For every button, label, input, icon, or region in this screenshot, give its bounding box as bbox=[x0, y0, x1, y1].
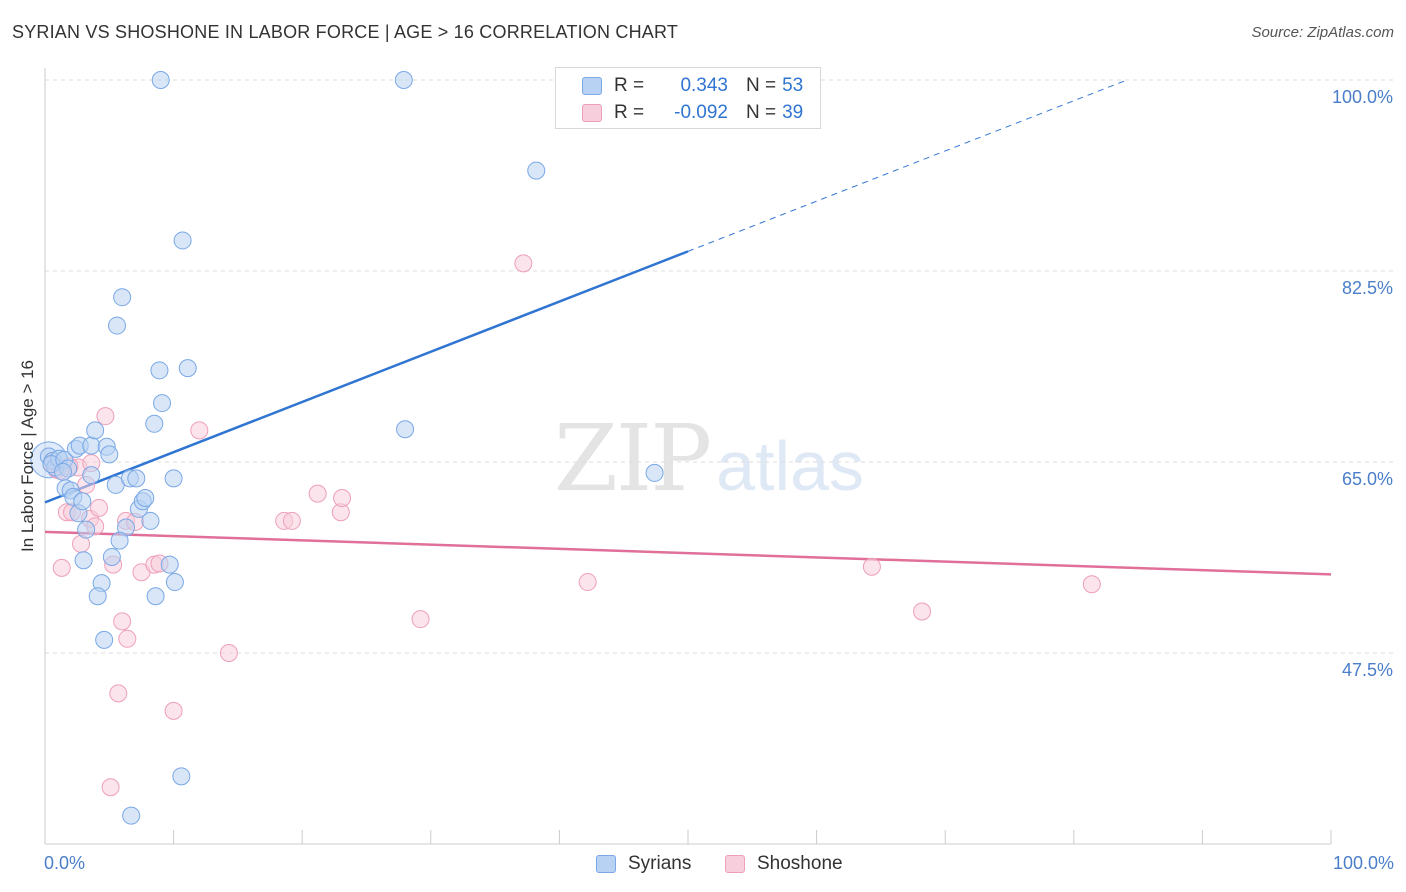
syrians-swatch bbox=[596, 855, 616, 873]
shoshone-point bbox=[96, 407, 115, 426]
points-layer bbox=[30, 71, 1101, 825]
syrians-point bbox=[77, 520, 96, 539]
n-value: 39 bbox=[782, 102, 804, 123]
chart-title: SYRIAN VS SHOSHONE IN LABOR FORCE | AGE … bbox=[12, 22, 679, 42]
syrians-point bbox=[136, 489, 155, 508]
stats-legend: R = 0.343 N = 53 R = -0.092 N = 39 bbox=[555, 67, 821, 129]
syrians-trend-extension bbox=[687, 79, 1128, 252]
r-value: 0.343 bbox=[680, 75, 728, 96]
grid-layer bbox=[45, 79, 1394, 654]
syrians-point bbox=[122, 806, 141, 825]
bottom-legend-syrians: Syrians bbox=[596, 852, 691, 876]
watermark: ZIPatlas bbox=[554, 405, 864, 512]
shoshone-point bbox=[118, 629, 137, 648]
syrians-legend-label: Syrians bbox=[628, 853, 692, 874]
shoshone-point bbox=[90, 498, 109, 517]
shoshone-swatch bbox=[725, 855, 745, 873]
syrians-point bbox=[164, 469, 183, 488]
syrians-point bbox=[165, 573, 184, 592]
shoshone-point bbox=[109, 684, 128, 703]
y-axis-label: In Labor Force | Age > 16 bbox=[18, 359, 37, 553]
syrians-point bbox=[141, 511, 160, 530]
r-label: R = bbox=[614, 102, 645, 123]
syrians-point bbox=[150, 361, 169, 380]
shoshone-legend-label: Shoshone bbox=[757, 853, 843, 874]
syrians-point bbox=[100, 445, 119, 464]
legend-row-shoshone: R = -0.092 N = 39 bbox=[582, 101, 803, 125]
shoshone-point bbox=[52, 558, 71, 577]
syrians-point bbox=[54, 462, 73, 481]
syrians-point bbox=[108, 316, 127, 335]
syrians-point bbox=[127, 469, 146, 488]
x-tick-label-max: 100.0% bbox=[1332, 853, 1394, 873]
syrians-point bbox=[73, 492, 92, 511]
shoshone-point bbox=[190, 421, 209, 440]
shoshone-point bbox=[411, 610, 430, 629]
legend-row-syrians: R = 0.343 N = 53 bbox=[582, 74, 803, 98]
shoshone-trend-line bbox=[44, 530, 1332, 576]
source-label: Source: ZipAtlas.com bbox=[1251, 24, 1394, 41]
syrians-point bbox=[645, 463, 664, 482]
x-tick-label-min: 0.0% bbox=[44, 853, 86, 873]
syrians-point bbox=[82, 436, 101, 455]
shoshone-point bbox=[113, 612, 132, 631]
syrians-point bbox=[88, 587, 107, 606]
y-tick-label: 65.0% bbox=[1341, 469, 1393, 489]
syrians-point bbox=[394, 71, 413, 89]
shoshone-point bbox=[333, 489, 352, 508]
y-tick-label: 47.5% bbox=[1341, 660, 1393, 680]
syrians-point bbox=[160, 555, 179, 574]
watermark-atlas: atlas bbox=[716, 427, 865, 505]
shoshone-point bbox=[164, 701, 183, 720]
y-tick-label: 82.5% bbox=[1341, 278, 1393, 298]
r-label: R = bbox=[614, 75, 645, 96]
syrians-point bbox=[396, 420, 415, 439]
syrians-point bbox=[153, 394, 172, 413]
shoshone-point bbox=[913, 602, 932, 621]
y-tick-label: 100.0% bbox=[1331, 87, 1393, 107]
syrians-trend-line bbox=[44, 250, 689, 504]
syrians-point bbox=[110, 531, 129, 550]
syrians-point bbox=[151, 71, 170, 89]
n-label: N = bbox=[746, 102, 777, 123]
shoshone-point bbox=[101, 778, 120, 797]
shoshone-point bbox=[578, 573, 597, 592]
shoshone-point bbox=[1082, 575, 1101, 594]
syrians-point bbox=[527, 161, 546, 180]
syrians-point bbox=[146, 587, 165, 606]
syrians-point bbox=[74, 551, 93, 570]
syrians-point bbox=[172, 767, 191, 786]
shoshone-point bbox=[282, 511, 301, 530]
trend-layer bbox=[44, 79, 1332, 576]
axis-layer bbox=[44, 68, 1332, 845]
watermark-zip: ZIP bbox=[554, 405, 712, 512]
syrians-point bbox=[173, 231, 192, 250]
syrians-swatch bbox=[582, 77, 602, 95]
syrians-point bbox=[102, 547, 121, 566]
shoshone-point bbox=[862, 557, 881, 576]
n-value: 53 bbox=[782, 75, 804, 96]
shoshone-point bbox=[219, 644, 238, 662]
syrians-point bbox=[178, 359, 197, 378]
shoshone-point bbox=[514, 254, 533, 273]
syrians-point bbox=[82, 466, 101, 485]
bottom-legend-shoshone: Shoshone bbox=[725, 852, 843, 876]
r-value: -0.092 bbox=[674, 102, 728, 123]
syrians-point bbox=[95, 630, 114, 649]
syrians-point bbox=[113, 288, 132, 307]
n-label: N = bbox=[746, 75, 777, 96]
syrians-point bbox=[86, 421, 105, 440]
shoshone-point bbox=[308, 484, 327, 503]
shoshone-swatch bbox=[582, 104, 602, 122]
syrians-point bbox=[145, 414, 164, 433]
